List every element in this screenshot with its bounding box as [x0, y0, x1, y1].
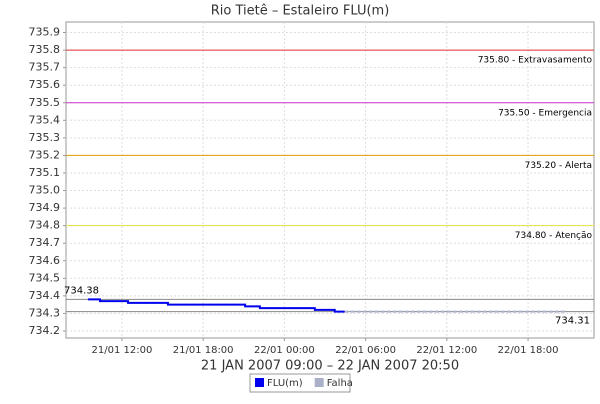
y-tick-label: 735.3 [29, 131, 61, 144]
y-tick-label: 735.7 [29, 61, 61, 74]
y-tick-label: 735.0 [29, 184, 61, 197]
y-tick-label: 735.4 [29, 113, 61, 126]
y-tick-label: 734.8 [29, 219, 61, 232]
y-tick-label: 734.6 [29, 254, 61, 267]
series-line [87, 298, 345, 313]
y-tick-label: 734.3 [29, 306, 61, 319]
chart-title: Rio Tietê – Estaleiro FLU(m) [211, 4, 390, 19]
x-tick-label: 21/01 18:00 [173, 345, 234, 356]
legend-label: FLU(m) [267, 378, 303, 389]
legend-swatch [314, 378, 324, 387]
legend-box [249, 373, 351, 393]
x-tick-label: 22/01 06:00 [335, 345, 396, 356]
threshold-label: 734.80 - Atenção [515, 231, 593, 241]
threshold-label: 735.20 - Alerta [525, 161, 592, 171]
legend-swatch [255, 378, 264, 387]
y-tick-label: 734.7 [29, 236, 61, 249]
x-tick-label: 22/01 18:00 [498, 345, 559, 356]
y-tick-label: 734.9 [29, 201, 61, 214]
legend-label: Falha [327, 378, 353, 389]
y-tick-label: 735.8 [29, 43, 61, 56]
y-tick-label: 734.4 [29, 289, 61, 302]
y-tick-label: 735.1 [29, 166, 61, 179]
y-tick-label: 735.9 [29, 26, 61, 39]
reference-label: 734.31 [555, 316, 590, 327]
y-tick-label: 735.2 [29, 148, 61, 161]
x-tick-label: 22/01 12:00 [416, 345, 477, 356]
plot-area [65, 21, 595, 339]
y-tick-label: 734.2 [29, 324, 61, 337]
reference-label: 734.38 [64, 285, 99, 296]
x-tick-label: 21/01 12:00 [91, 345, 152, 356]
x-axis-label: 21 JAN 2007 09:00 – 22 JAN 2007 20:50 [201, 359, 459, 374]
y-tick-label: 735.6 [29, 78, 61, 91]
y-tick-label: 735.5 [29, 96, 61, 109]
threshold-label: 735.50 - Emergencia [498, 108, 592, 118]
y-tick-label: 734.5 [29, 271, 61, 284]
threshold-label: 735.80 - Extravasamento [478, 56, 593, 66]
x-tick-label: 22/01 00:00 [254, 345, 315, 356]
